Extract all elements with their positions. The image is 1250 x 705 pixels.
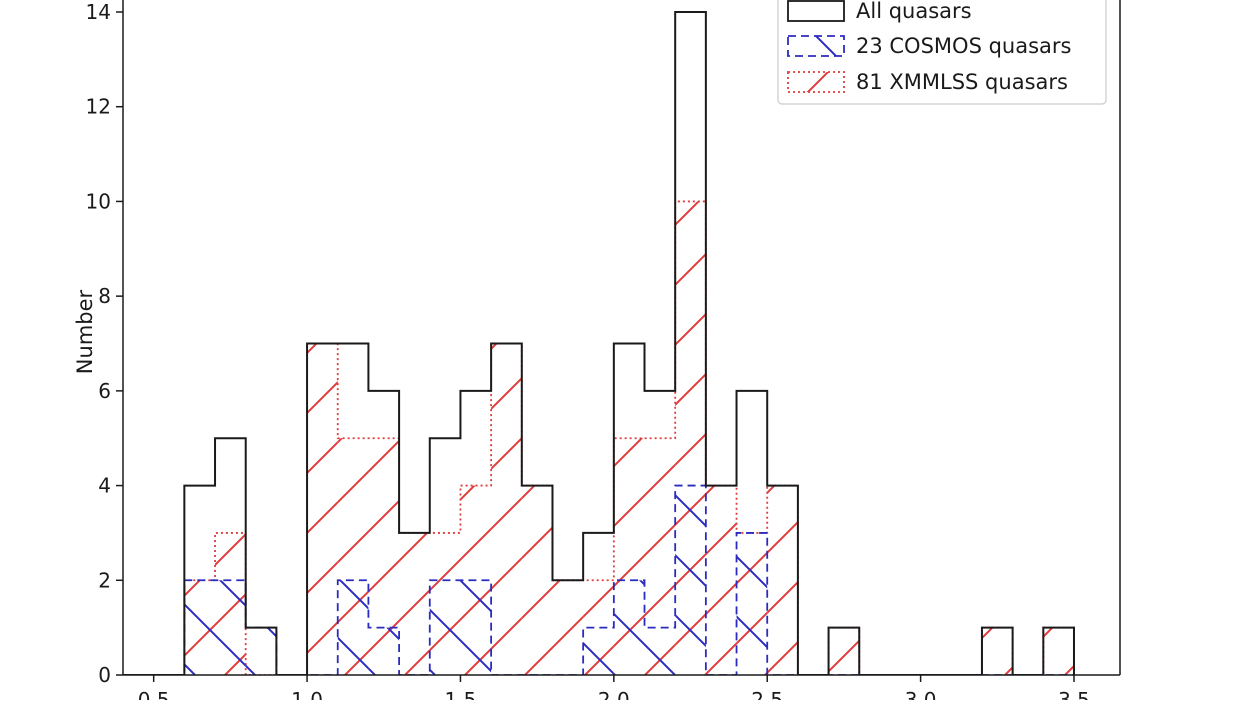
- hatch-bar: [644, 627, 676, 675]
- hatch-bar: [613, 580, 645, 675]
- hatch-bar: [583, 627, 614, 675]
- legend-frame: [777, 0, 1107, 105]
- hatch-bar: [491, 343, 522, 675]
- hatch-bar: [368, 627, 400, 675]
- hatch-bar: [767, 485, 798, 675]
- hatch-bar: [245, 627, 277, 675]
- legend-swatch: [787, 35, 845, 57]
- y-tick-label: 10: [86, 189, 111, 213]
- y-tick-label: 14: [86, 0, 111, 24]
- hatch-bar: [981, 627, 1013, 675]
- hatch-bar: [307, 343, 338, 675]
- x-tick-label: 1.0: [291, 688, 323, 700]
- legend-swatch: [787, 0, 845, 22]
- series-81-xmmlss-quasars: [123, 200, 1075, 675]
- x-tick-label: 3.5: [1058, 688, 1090, 700]
- legend-hatch: [788, 72, 844, 92]
- axes: [122, 0, 1121, 676]
- hatch-bar: [460, 580, 492, 675]
- legend-label: 23 COSMOS quasars: [856, 34, 1071, 58]
- x-ticks: 0.5 1.0 1.5 2.0 2.5 3.0 3.5: [138, 675, 1090, 705]
- hatch-bar: [521, 485, 553, 675]
- y-tick-label: 4: [98, 474, 111, 498]
- hatch-bar: [184, 580, 216, 675]
- y-tick-label: 6: [98, 379, 111, 403]
- legend-label: 81 XMMLSS quasars: [856, 70, 1068, 94]
- y-axis-label: Number: [73, 289, 97, 374]
- x-tick-label: 0.5: [138, 688, 170, 700]
- x-tick-label: 1.5: [445, 688, 477, 700]
- legend: All quasars 23 COSMOS quasars 81 XMMLSS qu…: [777, 0, 1107, 105]
- hatch-bar: [675, 485, 706, 675]
- hatch-bar: [215, 580, 246, 675]
- series-all-quasars: [123, 11, 1075, 675]
- step-outline: [123, 11, 1075, 675]
- y-tick-label: 12: [86, 95, 111, 119]
- hatch-bar: [705, 485, 737, 675]
- hatch-bar: [337, 580, 369, 675]
- legend-hatch: [788, 36, 844, 56]
- hatch-bar: [429, 580, 461, 675]
- y-ticks: 0 2 4 6 8 10 12 14: [86, 0, 123, 687]
- y-tick-label: 0: [98, 663, 111, 687]
- hatch-bar: [552, 580, 584, 675]
- legend-swatch: [787, 71, 845, 93]
- x-tick-label: 2.0: [598, 688, 630, 700]
- x-tick-label: 3.0: [905, 688, 937, 700]
- y-tick-label: 8: [98, 284, 111, 308]
- series-23-cosmos-quasars: [123, 484, 1074, 675]
- hatch-bar: [399, 532, 430, 675]
- y-tick-label: 2: [98, 568, 111, 592]
- x-tick-label: 2.5: [751, 688, 783, 700]
- series-layer: [123, 11, 1075, 675]
- hatch-bar: [736, 532, 768, 675]
- legend-label: All quasars: [856, 0, 972, 23]
- hatch-bar: [1043, 627, 1074, 675]
- hatch-bar: [828, 627, 860, 675]
